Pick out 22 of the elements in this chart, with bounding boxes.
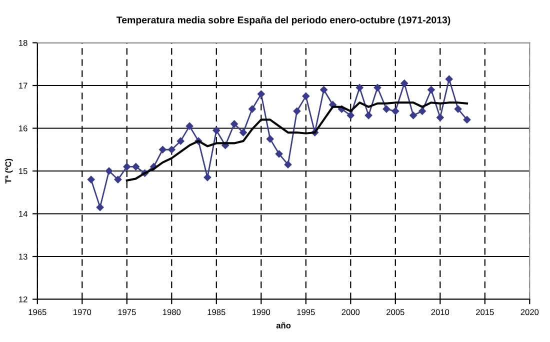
x-tick-label: 1990 [252, 309, 270, 316]
x-tick-label: 2020 [520, 309, 539, 316]
y-tick-label: 14 [19, 211, 28, 217]
y-tick-label: 12 [19, 296, 28, 302]
y-axis-title: Tª (ºC) [5, 158, 13, 184]
x-tick-label: 2000 [342, 309, 360, 316]
y-tick-label: 18 [19, 40, 28, 46]
x-tick-label: 1975 [118, 309, 136, 316]
x-tick-label: 2015 [476, 309, 494, 316]
x-tick-label: 1980 [163, 309, 181, 316]
x-tick-label: 1965 [28, 309, 46, 316]
x-tick-label: 1970 [74, 309, 92, 316]
y-tick-label: 15 [19, 168, 28, 174]
y-tick-label: 16 [19, 125, 28, 132]
x-axis-title: año [276, 322, 291, 328]
y-tick-label: 13 [19, 254, 28, 260]
y-tick-label: 17 [19, 82, 28, 89]
x-tick-label: 2005 [386, 309, 404, 316]
x-tick-label: 1985 [208, 309, 226, 316]
x-tick-label: 1995 [297, 309, 315, 316]
x-tick-label: 2010 [431, 309, 450, 316]
chart-title: Temperatura media sobre España del periodo enero-octubre (1971-2013) [116, 16, 450, 26]
